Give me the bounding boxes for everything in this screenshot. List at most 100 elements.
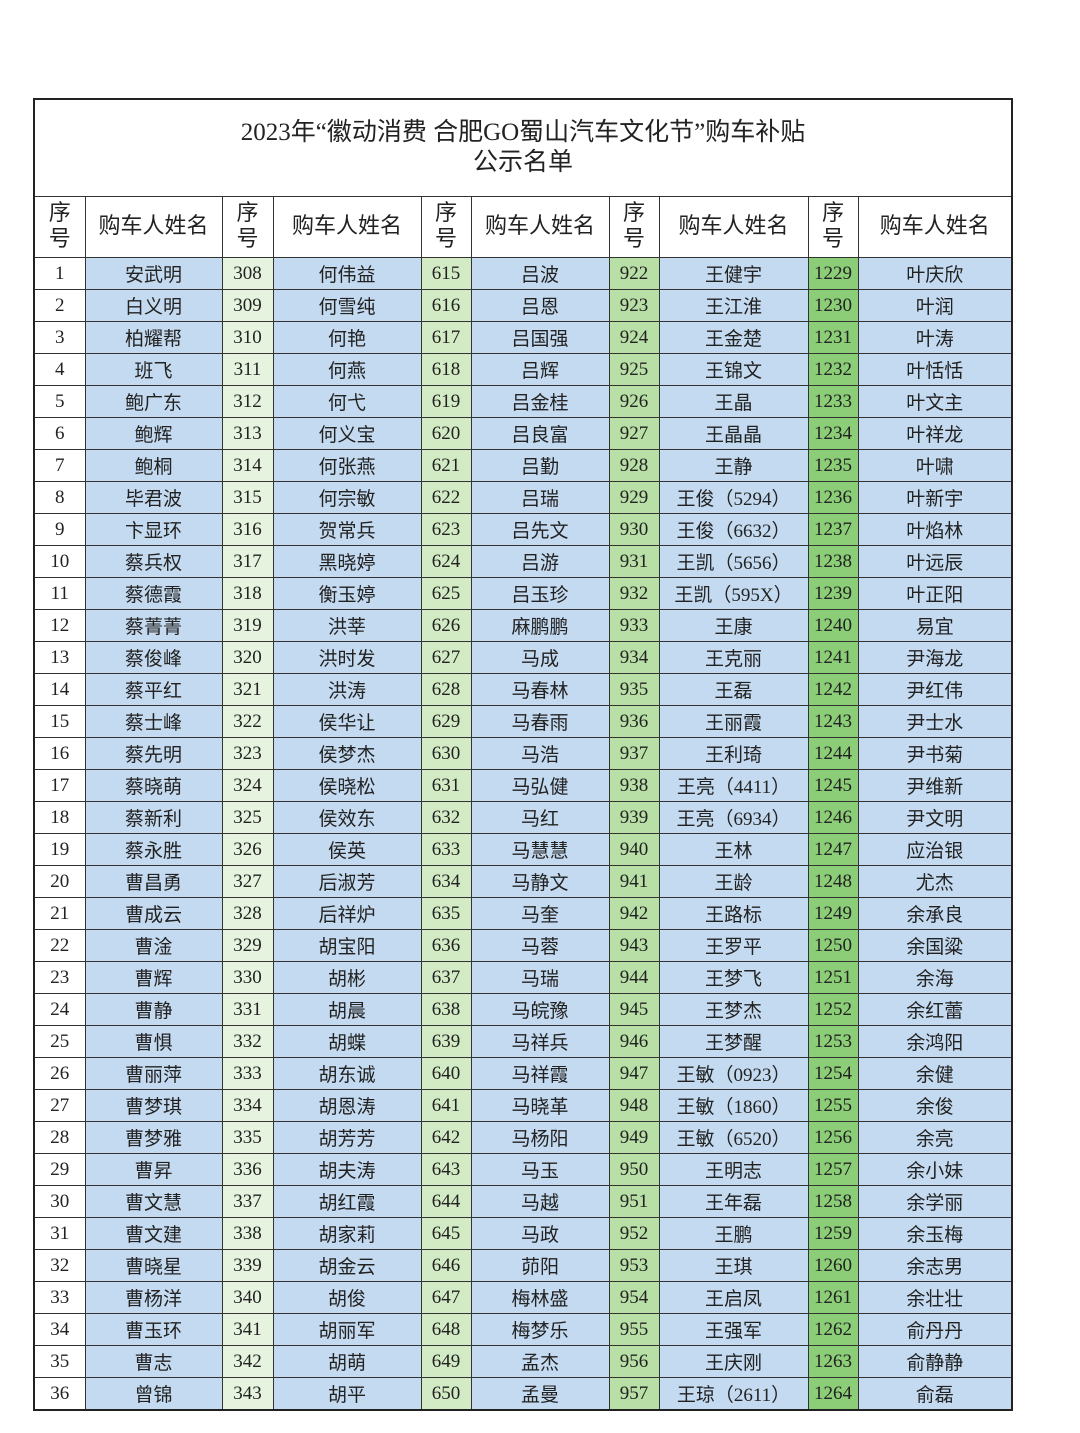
- name-cell: 王康: [658, 609, 809, 642]
- name-cell: 俞丹丹: [857, 1313, 1013, 1346]
- seq-cell: 4: [33, 353, 86, 386]
- table-row: 4 班飞 311 何燕 618 吕辉 925 王锦文 1232 叶恬恬: [33, 353, 1013, 386]
- seq-cell: 942: [608, 897, 660, 930]
- name-cell: 王庆刚: [658, 1345, 809, 1378]
- name-cell: 白义明: [84, 289, 223, 322]
- seq-cell: 630: [420, 737, 472, 770]
- name-cell: 孟曼: [470, 1377, 610, 1411]
- name-cell: 蔡永胜: [84, 833, 223, 866]
- seq-cell: 949: [608, 1121, 660, 1154]
- seq-cell: 1258: [807, 1185, 859, 1218]
- name-cell: 王静: [658, 449, 809, 482]
- column-header: 序号: [221, 196, 274, 258]
- seq-cell: 1249: [807, 897, 859, 930]
- name-cell: 吕瑞: [470, 481, 610, 514]
- seq-cell: 13: [33, 641, 86, 674]
- seq-cell: 953: [608, 1249, 660, 1282]
- name-cell: 何雪纯: [272, 289, 422, 322]
- seq-cell: 621: [420, 449, 472, 482]
- seq-cell: 334: [221, 1089, 274, 1122]
- seq-cell: 309: [221, 289, 274, 322]
- name-cell: 蔡新利: [84, 801, 223, 834]
- seq-cell: 321: [221, 673, 274, 706]
- name-cell: 王俊（6632）: [658, 513, 809, 546]
- seq-cell: 1234: [807, 417, 859, 450]
- seq-cell: 637: [420, 961, 472, 994]
- name-cell: 吕恩: [470, 289, 610, 322]
- name-cell: 贺常兵: [272, 513, 422, 546]
- name-cell: 余国粱: [857, 929, 1013, 962]
- name-cell: 蔡平红: [84, 673, 223, 706]
- seq-cell: 628: [420, 673, 472, 706]
- seq-cell: 644: [420, 1185, 472, 1218]
- table-row: 6 鲍辉 313 何义宝 620 吕良富 927 王晶晶 1234 叶祥龙: [33, 417, 1013, 450]
- seq-cell: 1253: [807, 1025, 859, 1058]
- seq-cell: 616: [420, 289, 472, 322]
- seq-cell: 937: [608, 737, 660, 770]
- name-cell: 王凯（595X）: [658, 577, 809, 610]
- seq-cell: 929: [608, 481, 660, 514]
- seq-cell: 322: [221, 705, 274, 738]
- name-cell: 王明志: [658, 1153, 809, 1186]
- seq-cell: 314: [221, 449, 274, 482]
- table-row: 36 曾锦 343 胡平 650 孟曼 957 王琼（2611） 1264 俞磊: [33, 1377, 1013, 1411]
- seq-cell: 639: [420, 1025, 472, 1058]
- seq-cell: 1243: [807, 705, 859, 738]
- seq-cell: 12: [33, 609, 86, 642]
- seq-cell: 16: [33, 737, 86, 770]
- seq-cell: 947: [608, 1057, 660, 1090]
- seq-cell: 941: [608, 865, 660, 898]
- column-header: 序号: [608, 196, 660, 258]
- name-cell: 王琪: [658, 1249, 809, 1282]
- name-cell: 俞静静: [857, 1345, 1013, 1378]
- title-cell: 2023年“徽动消费 合肥GO蜀山汽车文化节”购车补贴 公示名单: [33, 98, 1013, 197]
- seq-cell: 6: [33, 417, 86, 450]
- name-cell: 叶祥龙: [857, 417, 1013, 450]
- seq-cell: 620: [420, 417, 472, 450]
- seq-cell: 951: [608, 1185, 660, 1218]
- seq-cell: 1264: [807, 1377, 859, 1411]
- name-cell: 曹志: [84, 1345, 223, 1378]
- name-cell: 叶恬恬: [857, 353, 1013, 386]
- name-cell: 胡俊: [272, 1281, 422, 1314]
- name-cell: 洪涛: [272, 673, 422, 706]
- name-cell: 余学丽: [857, 1185, 1013, 1218]
- name-cell: 余壮壮: [857, 1281, 1013, 1314]
- name-cell: 蔡德霞: [84, 577, 223, 610]
- name-cell: 余志男: [857, 1249, 1013, 1282]
- table-row: 11 蔡德霞 318 衡玉婷 625 吕玉珍 932 王凯（595X） 1239 叶正阳: [33, 577, 1013, 610]
- seq-cell: 5: [33, 385, 86, 418]
- name-cell: 蔡先明: [84, 737, 223, 770]
- name-cell: 马越: [470, 1185, 610, 1218]
- name-cell: 王敏（1860）: [658, 1089, 809, 1122]
- seq-cell: 934: [608, 641, 660, 674]
- name-cell: 吕先文: [470, 513, 610, 546]
- seq-cell: 1263: [807, 1345, 859, 1378]
- seq-cell: 635: [420, 897, 472, 930]
- seq-cell: 1235: [807, 449, 859, 482]
- seq-cell: 308: [221, 257, 274, 290]
- name-cell: 余小妹: [857, 1153, 1013, 1186]
- seq-cell: 2: [33, 289, 86, 322]
- seq-cell: 626: [420, 609, 472, 642]
- seq-cell: 932: [608, 577, 660, 610]
- name-cell: 吕勤: [470, 449, 610, 482]
- seq-cell: 944: [608, 961, 660, 994]
- name-cell: 胡芳芳: [272, 1121, 422, 1154]
- name-cell: 曹玉环: [84, 1313, 223, 1346]
- name-cell: 王敏（0923）: [658, 1057, 809, 1090]
- name-cell: 胡平: [272, 1377, 422, 1411]
- seq-cell: 938: [608, 769, 660, 802]
- name-cell: 马红: [470, 801, 610, 834]
- title-line: 2023年“徽动消费 合肥GO蜀山汽车文化节”购车补贴: [240, 119, 806, 146]
- seq-cell: 935: [608, 673, 660, 706]
- name-cell: 余鸿阳: [857, 1025, 1013, 1058]
- table-row: 3 柏耀帮 310 何艳 617 吕国强 924 王金楚 1231 叶涛: [33, 321, 1013, 354]
- name-cell: 马瑞: [470, 961, 610, 994]
- name-cell: 鲍辉: [84, 417, 223, 450]
- table-row: 1 安武明 308 何伟益 615 吕波 922 王健宇 1229 叶庆欣: [33, 257, 1013, 290]
- name-cell: 胡夫涛: [272, 1153, 422, 1186]
- title-line: 公示名单: [472, 149, 573, 176]
- seq-cell: 340: [221, 1281, 274, 1314]
